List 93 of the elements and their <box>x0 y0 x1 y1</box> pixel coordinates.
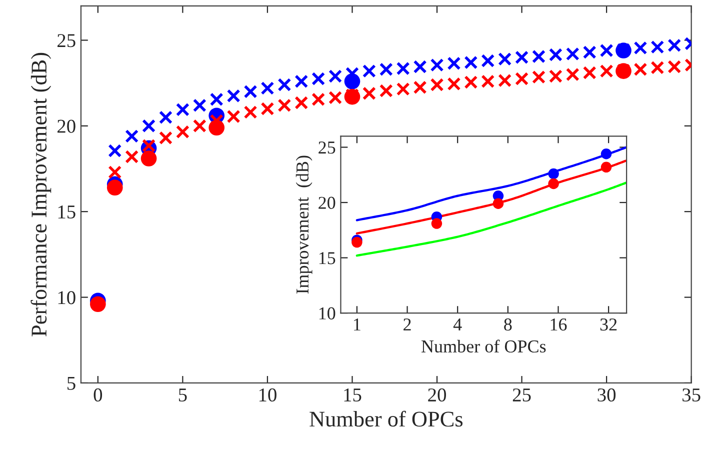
point <box>548 69 562 83</box>
point <box>447 56 461 70</box>
point <box>176 125 190 139</box>
point <box>600 44 614 58</box>
point <box>447 77 461 91</box>
y-tick-label: 10 <box>319 307 336 320</box>
x-tick-label: 15 <box>344 388 362 402</box>
point <box>328 90 342 104</box>
point <box>396 62 410 76</box>
point <box>278 78 292 92</box>
point <box>106 180 123 196</box>
point <box>515 50 529 64</box>
x-tick-label: 0 <box>94 388 102 402</box>
point <box>294 74 308 88</box>
point <box>600 64 614 78</box>
point <box>532 70 546 84</box>
point <box>582 66 596 80</box>
y-tick-label: 15 <box>319 252 336 264</box>
point <box>108 144 122 158</box>
point <box>176 102 190 116</box>
point <box>260 102 274 116</box>
point <box>158 110 172 124</box>
point <box>650 60 664 74</box>
point <box>464 75 478 89</box>
point <box>396 82 410 96</box>
x-axis-title: Number of OPCs <box>421 340 546 353</box>
y-tick-label: 20 <box>58 120 76 133</box>
x-tick-label: 35 <box>682 388 700 402</box>
point <box>413 80 427 94</box>
point <box>226 110 240 124</box>
point <box>244 84 258 98</box>
point <box>498 52 512 66</box>
point <box>430 58 444 72</box>
point <box>158 131 172 145</box>
y-tick-label: 10 <box>58 291 76 304</box>
point <box>566 47 580 61</box>
point <box>362 64 376 78</box>
point <box>668 38 682 52</box>
point <box>515 72 529 86</box>
point <box>430 78 444 92</box>
point <box>379 84 393 98</box>
x-tick-label: 10 <box>259 388 276 402</box>
point <box>668 60 682 74</box>
point <box>125 150 139 164</box>
x-tick-label: 20 <box>428 388 446 402</box>
x-tick-label: 4 <box>453 318 462 330</box>
point <box>548 48 562 62</box>
point <box>634 62 648 76</box>
point <box>244 105 258 119</box>
point <box>634 41 648 55</box>
y-tick-label: 5 <box>68 376 76 390</box>
x-tick-label: 25 <box>512 388 531 402</box>
y-tick-label: 25 <box>58 34 76 48</box>
point <box>192 119 206 133</box>
point <box>260 81 274 95</box>
x-tick-label: 16 <box>550 318 567 331</box>
point <box>498 74 512 88</box>
y-tick-label: 25 <box>318 142 336 154</box>
point <box>582 45 596 59</box>
point <box>532 50 546 64</box>
x-tick-label: 30 <box>598 388 616 402</box>
point <box>226 89 240 103</box>
point <box>140 150 157 166</box>
point <box>650 40 664 54</box>
y-axis-title: Improvement (dB) <box>296 156 312 294</box>
point <box>142 119 156 133</box>
point <box>481 74 495 88</box>
point <box>379 62 393 76</box>
point <box>413 60 427 74</box>
point <box>328 69 342 83</box>
x-tick-label: 1 <box>354 318 360 330</box>
point <box>481 54 495 68</box>
point <box>566 68 580 82</box>
point <box>294 96 308 110</box>
point <box>90 296 106 312</box>
y-axis-title: Performance Improvement (dB) <box>30 52 52 336</box>
y-tick-label: 15 <box>58 206 76 219</box>
point <box>108 165 122 179</box>
y-tick-label: 20 <box>318 196 336 209</box>
x-axis-title: Number of OPCs <box>310 410 462 427</box>
point <box>464 56 478 70</box>
point <box>362 86 376 100</box>
point <box>312 92 326 106</box>
point <box>142 138 156 152</box>
x-tick-label: 2 <box>404 318 411 330</box>
point <box>210 92 224 106</box>
point <box>312 72 326 86</box>
x-tick-label: 32 <box>600 318 617 331</box>
x-tick-label: 5 <box>178 388 187 402</box>
point <box>278 98 292 112</box>
point <box>192 98 206 112</box>
point <box>125 129 139 143</box>
x-tick-label: 8 <box>504 318 512 331</box>
